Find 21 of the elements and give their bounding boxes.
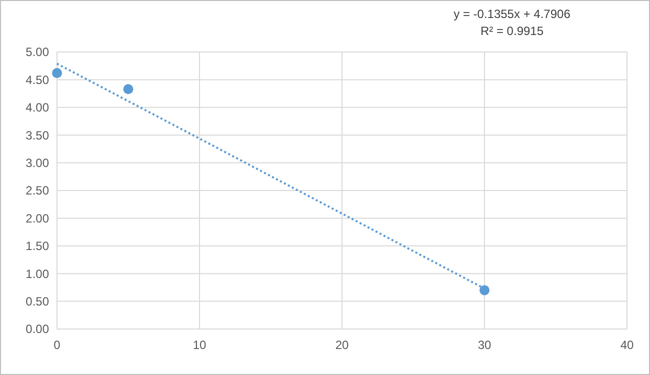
- y-tick-label: 4.50: [26, 72, 50, 87]
- x-tick-label: 40: [620, 338, 634, 352]
- point: [123, 84, 134, 94]
- point: [52, 68, 62, 78]
- y-tick-label: 4.00: [26, 100, 50, 115]
- y-tick-label: 1.00: [26, 266, 50, 281]
- text: R² = 0.9915: [480, 24, 544, 38]
- y-tick-label: 0.00: [26, 322, 50, 336]
- y-tick-label: 0.50: [26, 294, 50, 308]
- x-tick-label: 0: [54, 338, 61, 352]
- y-tick-label: 2.50: [26, 184, 50, 198]
- text: y = -0.1355x + 4.7906: [454, 7, 571, 21]
- x-tick-label: 10: [192, 338, 206, 352]
- y-tick-label: 2.00: [26, 211, 50, 226]
- y-tick-label: 3.00: [26, 156, 50, 170]
- y-tick-label: 1.50: [26, 239, 50, 254]
- x-tick-label: 30: [478, 338, 492, 352]
- y-tick-label: 3.50: [26, 128, 50, 142]
- point: [480, 285, 490, 296]
- y-tick-label: 5.00: [26, 45, 50, 60]
- x-tick-label: 20: [335, 338, 349, 352]
